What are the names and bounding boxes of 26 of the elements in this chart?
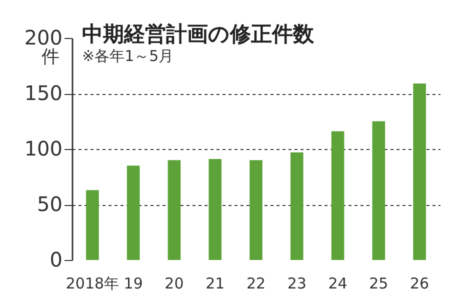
bar (331, 131, 344, 260)
y-tick-label: 150 (24, 81, 62, 105)
bar (372, 121, 386, 260)
x-tick-label: 19 (124, 274, 143, 292)
x-tick-label: 26 (410, 274, 430, 292)
y-axis-title: 件 (42, 46, 60, 68)
x-tick-label: 21 (206, 274, 225, 292)
x-tick-label: 2018年 (66, 274, 120, 292)
bar (290, 152, 304, 260)
y-tick-label: 200 (24, 26, 62, 50)
bar (250, 160, 262, 260)
x-tick-label: 20 (164, 274, 184, 292)
y-tick-label: 100 (24, 136, 62, 160)
y-tick-label: 0 (50, 248, 62, 272)
x-tick-label: 23 (287, 274, 306, 292)
chart-title: 中期経営計画の修正件数 (82, 22, 315, 46)
bar (168, 160, 181, 260)
x-tick-label: 24 (328, 274, 348, 292)
x-tick-label: 22 (246, 274, 266, 292)
annotation: ※各年1～5月 (82, 47, 174, 65)
bar (86, 190, 99, 260)
x-tick-label: 25 (369, 274, 388, 292)
bar (208, 158, 222, 260)
bar (413, 84, 426, 260)
y-tick-label: 50 (37, 192, 62, 216)
bar (126, 166, 140, 260)
